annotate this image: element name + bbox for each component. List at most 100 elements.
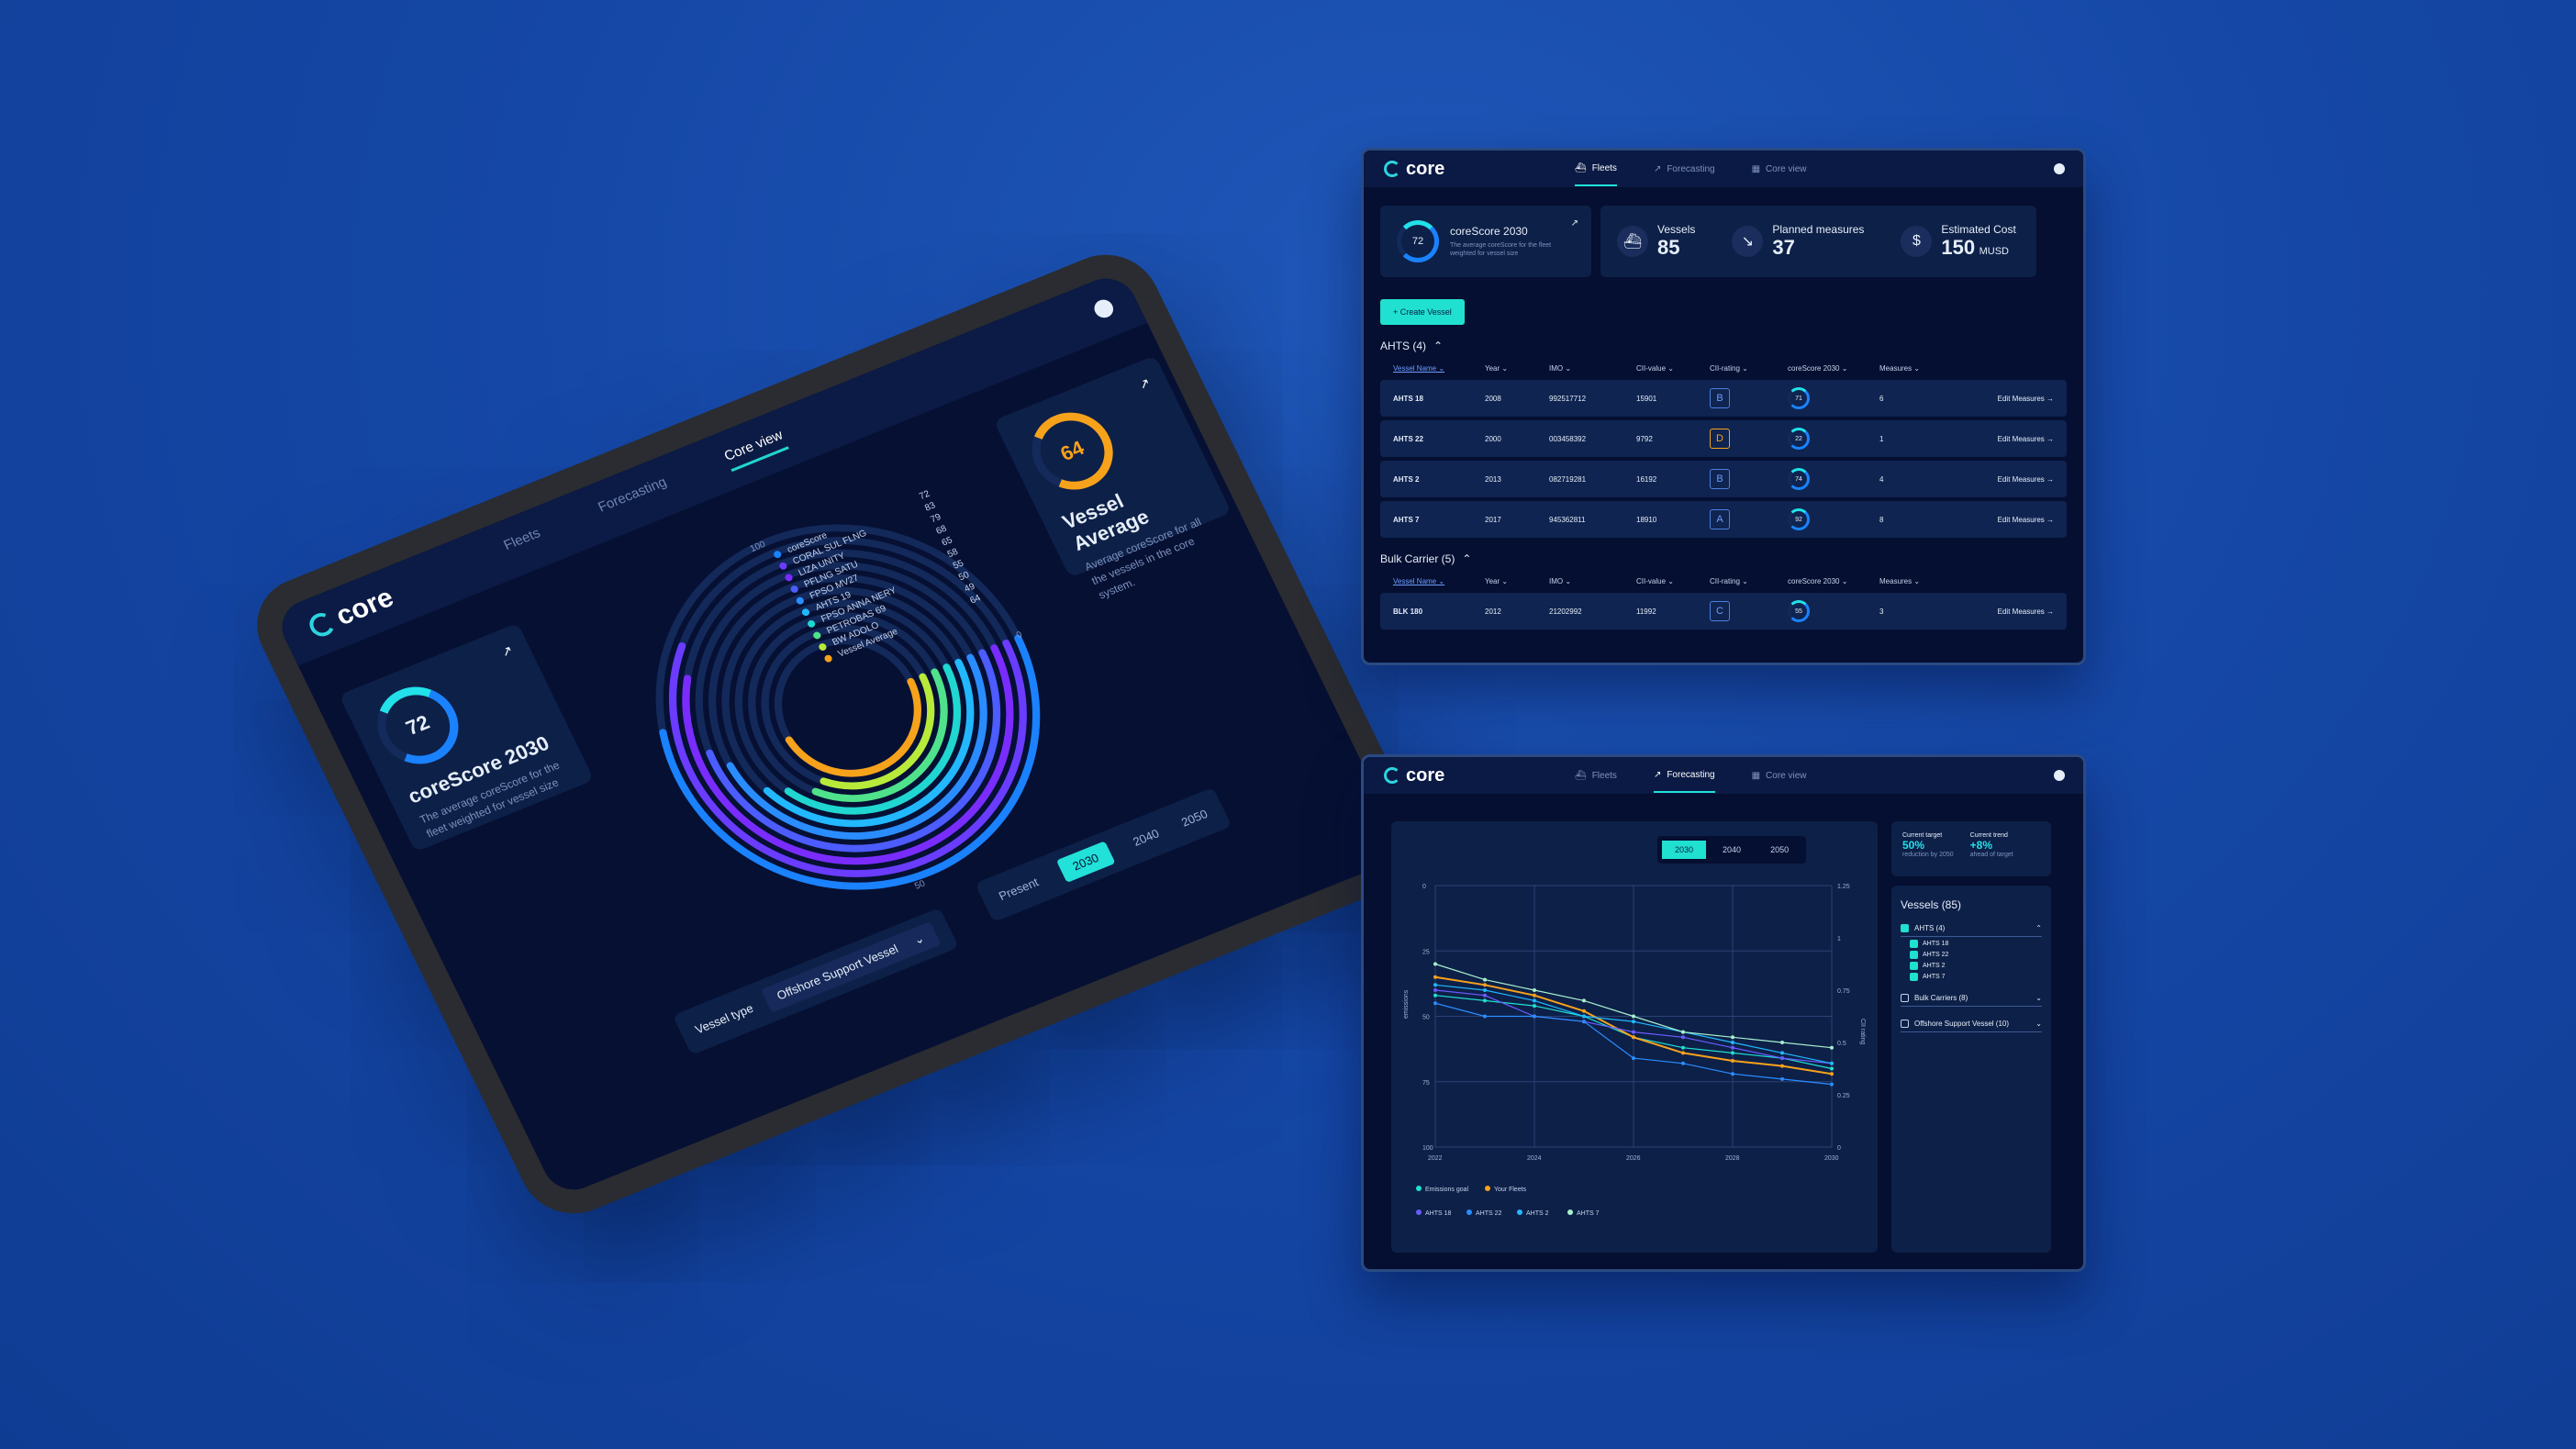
table-row[interactable]: AHTS 18 2008 992517712 15901 B 71 6 Edit Measur… xyxy=(1380,380,2067,417)
year-present[interactable]: Present xyxy=(996,875,1041,903)
radial-arc-corescore[interactable] xyxy=(658,597,1099,942)
data-point[interactable] xyxy=(1483,993,1487,998)
data-point[interactable] xyxy=(1830,1072,1834,1076)
data-point[interactable] xyxy=(1830,1045,1834,1050)
data-point[interactable] xyxy=(1582,1014,1586,1019)
data-point[interactable] xyxy=(1780,1064,1784,1068)
column-header[interactable]: Measures ⌄ xyxy=(1879,363,1921,373)
checkbox[interactable] xyxy=(1910,973,1918,981)
vessel-item[interactable]: AHTS 2 xyxy=(1910,962,2042,970)
tab-forecasting[interactable]: ↗ Forecasting xyxy=(1653,163,1715,174)
vessel-group[interactable]: AHTS (4) ⌃ xyxy=(1901,924,2042,937)
tab-forecasting[interactable]: Forecasting xyxy=(595,474,670,516)
edit-measures-link[interactable]: Edit Measures → xyxy=(1997,394,2054,403)
table-row[interactable]: AHTS 7 2017 945362811 18910 A 92 8 Edit Measure… xyxy=(1380,501,2067,538)
vessel-item[interactable]: AHTS 18 xyxy=(1910,940,2042,948)
data-point[interactable] xyxy=(1433,975,1437,979)
radial-arc-fpso-mv27[interactable] xyxy=(726,653,1029,875)
data-point[interactable] xyxy=(1681,1035,1685,1040)
chevron-icon[interactable]: ⌄ xyxy=(2035,1020,2042,1028)
data-point[interactable] xyxy=(1780,1041,1784,1044)
data-point[interactable] xyxy=(1433,1001,1437,1006)
data-point[interactable] xyxy=(1780,1056,1784,1061)
vessel-item[interactable]: AHTS 7 xyxy=(1910,973,2042,981)
core-logo[interactable]: core xyxy=(304,583,398,643)
group-bulk-header[interactable]: Bulk Carrier (5) ⌃ xyxy=(1380,552,1472,565)
table-row[interactable]: BLK 180 2012 21202992 11992 C 55 3 Edit Measure… xyxy=(1380,593,2067,630)
radial-arc-liza-unity[interactable] xyxy=(664,570,1064,908)
year-2040[interactable]: 2040 xyxy=(1723,845,1742,854)
year-2050[interactable]: 2050 xyxy=(1770,845,1790,854)
year-2050[interactable]: 2050 xyxy=(1178,807,1210,830)
core-logo[interactable]: core xyxy=(1384,765,1444,786)
data-point[interactable] xyxy=(1582,1009,1586,1013)
tab-fleets[interactable]: ⛴ Fleets xyxy=(1575,152,1617,186)
checkbox[interactable] xyxy=(1901,994,1909,1002)
column-header[interactable]: Measures ⌄ xyxy=(1879,576,1921,585)
column-header[interactable]: CII-value ⌄ xyxy=(1636,363,1674,373)
year-2040[interactable]: 2040 xyxy=(1131,826,1162,849)
checkbox[interactable] xyxy=(1910,940,1918,948)
data-point[interactable] xyxy=(1780,1051,1784,1055)
data-point[interactable] xyxy=(1681,1030,1685,1034)
data-point[interactable] xyxy=(1533,1014,1536,1019)
external-link-icon[interactable]: ↗ xyxy=(1136,374,1154,393)
data-point[interactable] xyxy=(1533,1004,1536,1009)
column-header[interactable]: CII-rating ⌄ xyxy=(1710,363,1748,373)
data-point[interactable] xyxy=(1483,977,1487,982)
vessel-group[interactable]: Bulk Carriers (8) ⌄ xyxy=(1901,994,2042,1007)
data-point[interactable] xyxy=(1731,1045,1734,1050)
data-point[interactable] xyxy=(1533,998,1536,1003)
vessel-group[interactable]: Offshore Support Vessel (10) ⌄ xyxy=(1901,1020,2042,1032)
year-2030[interactable]: 2030 xyxy=(1662,841,1707,859)
group-ahts-header[interactable]: AHTS (4) ⌃ xyxy=(1380,340,1444,352)
radial-arc-petrobas-69[interactable] xyxy=(786,668,976,816)
data-point[interactable] xyxy=(1582,998,1586,1003)
radial-arc-coral-sul-flng[interactable] xyxy=(638,536,1082,925)
column-header[interactable]: Year ⌄ xyxy=(1485,576,1509,585)
data-point[interactable] xyxy=(1483,1014,1487,1019)
data-point[interactable] xyxy=(1433,988,1437,992)
tab-core-view[interactable]: ▦ Core view xyxy=(1751,770,1807,781)
tab-forecasting[interactable]: ↗ Forecasting xyxy=(1653,759,1715,793)
data-point[interactable] xyxy=(1533,988,1536,992)
column-header[interactable]: coreScore 2030 ⌄ xyxy=(1788,576,1848,585)
checkbox[interactable] xyxy=(1910,951,1918,959)
create-vessel-button[interactable]: + Create Vessel xyxy=(1380,299,1465,325)
table-row[interactable]: AHTS 22 2000 003458392 9792 D 22 1 Edit Measure… xyxy=(1380,420,2067,457)
data-point[interactable] xyxy=(1632,1035,1635,1040)
data-point[interactable] xyxy=(1632,1030,1635,1034)
chevron-icon[interactable]: ⌄ xyxy=(2035,994,2042,1002)
checkbox[interactable] xyxy=(1910,962,1918,970)
data-point[interactable] xyxy=(1533,993,1536,998)
radial-arc-ahts-19[interactable] xyxy=(746,658,1010,856)
year-2030[interactable]: 2030 xyxy=(1055,841,1116,884)
data-point[interactable] xyxy=(1731,1051,1734,1055)
data-point[interactable] xyxy=(1433,983,1437,987)
checkbox[interactable] xyxy=(1901,1020,1909,1028)
core-logo[interactable]: core xyxy=(1384,159,1444,180)
edit-measures-link[interactable]: Edit Measures → xyxy=(1997,515,2054,524)
data-point[interactable] xyxy=(1681,1045,1685,1050)
data-point[interactable] xyxy=(1681,1051,1685,1055)
external-link-icon[interactable]: ↗ xyxy=(498,641,516,660)
data-point[interactable] xyxy=(1780,1076,1784,1081)
tab-core-view[interactable]: ▦ Core view xyxy=(1751,163,1807,174)
radial-arc-pflng-satu[interactable] xyxy=(706,644,1046,892)
data-point[interactable] xyxy=(1830,1066,1834,1071)
expand-icon[interactable]: ↗ xyxy=(1570,218,1578,228)
radial-arc-vessel-average[interactable] xyxy=(785,677,941,794)
user-icon[interactable] xyxy=(1091,296,1117,321)
vessel-item[interactable]: AHTS 22 xyxy=(1910,951,2042,959)
data-point[interactable] xyxy=(1681,1061,1685,1065)
checkbox[interactable] xyxy=(1901,924,1909,932)
data-point[interactable] xyxy=(1433,993,1437,998)
data-point[interactable] xyxy=(1731,1035,1734,1040)
table-row[interactable]: AHTS 2 2013 082719281 16192 B 74 4 Edit Measure… xyxy=(1380,461,2067,497)
data-point[interactable] xyxy=(1731,1041,1734,1044)
data-point[interactable] xyxy=(1731,1058,1734,1063)
radial-arc-fpso-anna-nery[interactable] xyxy=(764,663,993,837)
column-header[interactable]: Year ⌄ xyxy=(1485,363,1509,373)
column-header[interactable]: Vessel Name ⌄ xyxy=(1393,576,1445,585)
data-point[interactable] xyxy=(1632,1014,1635,1019)
